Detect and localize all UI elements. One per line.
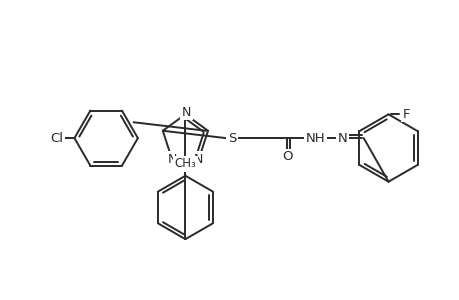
Text: N: N bbox=[337, 132, 347, 145]
Text: N: N bbox=[193, 153, 202, 166]
Text: S: S bbox=[227, 132, 235, 145]
Text: F: F bbox=[402, 108, 409, 121]
Text: Cl: Cl bbox=[50, 132, 63, 145]
Text: N: N bbox=[181, 106, 190, 119]
Text: NH: NH bbox=[305, 132, 325, 145]
Text: N: N bbox=[168, 153, 177, 166]
Text: O: O bbox=[282, 150, 292, 164]
Text: CH₃: CH₃ bbox=[174, 158, 196, 170]
